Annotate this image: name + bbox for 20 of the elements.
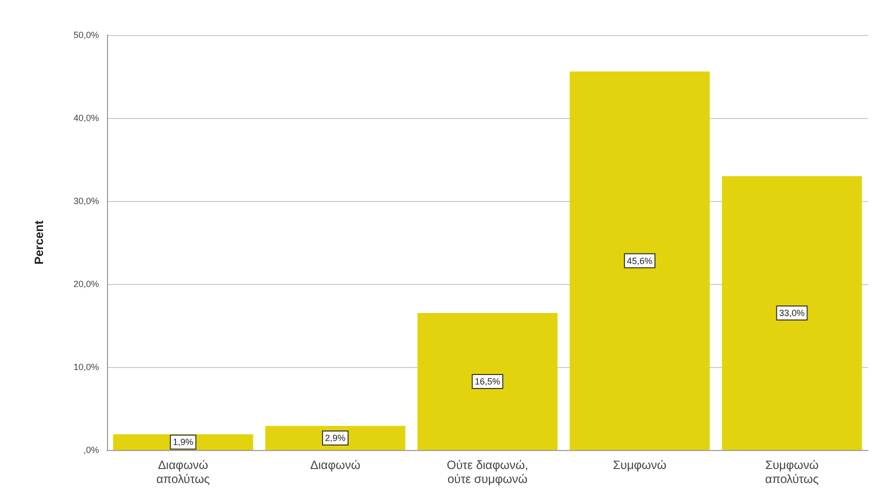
y-tick-label: 40,0% (73, 113, 99, 123)
data-label: 16,5% (474, 376, 500, 387)
bar (722, 176, 862, 450)
data-label: 45,6% (626, 256, 652, 266)
bar (417, 313, 558, 450)
y-tick-label: 50,0% (73, 30, 99, 40)
y-tick-label: 10,0% (73, 362, 99, 372)
y-axis-title: Percent (32, 220, 46, 265)
x-tick-label: Συμφωνώ απολύτως (765, 458, 819, 486)
x-tick-label: Διαφωνώ απολύτως (156, 458, 210, 486)
y-tick-label: 30,0% (73, 196, 99, 206)
y-tick-label: ,0% (83, 445, 99, 455)
x-tick-label: Ούτε διαφωνώ, ούτε συμφωνώ (446, 458, 528, 486)
y-tick-label: 20,0% (73, 279, 99, 289)
x-tick-label: Συμφωνώ (612, 458, 666, 472)
x-tick-label: Διαφωνώ (310, 458, 360, 472)
data-label: 1,9% (172, 437, 194, 448)
data-label: 2,9% (325, 432, 346, 443)
bar (570, 72, 710, 450)
data-label: 33,0% (779, 308, 805, 318)
